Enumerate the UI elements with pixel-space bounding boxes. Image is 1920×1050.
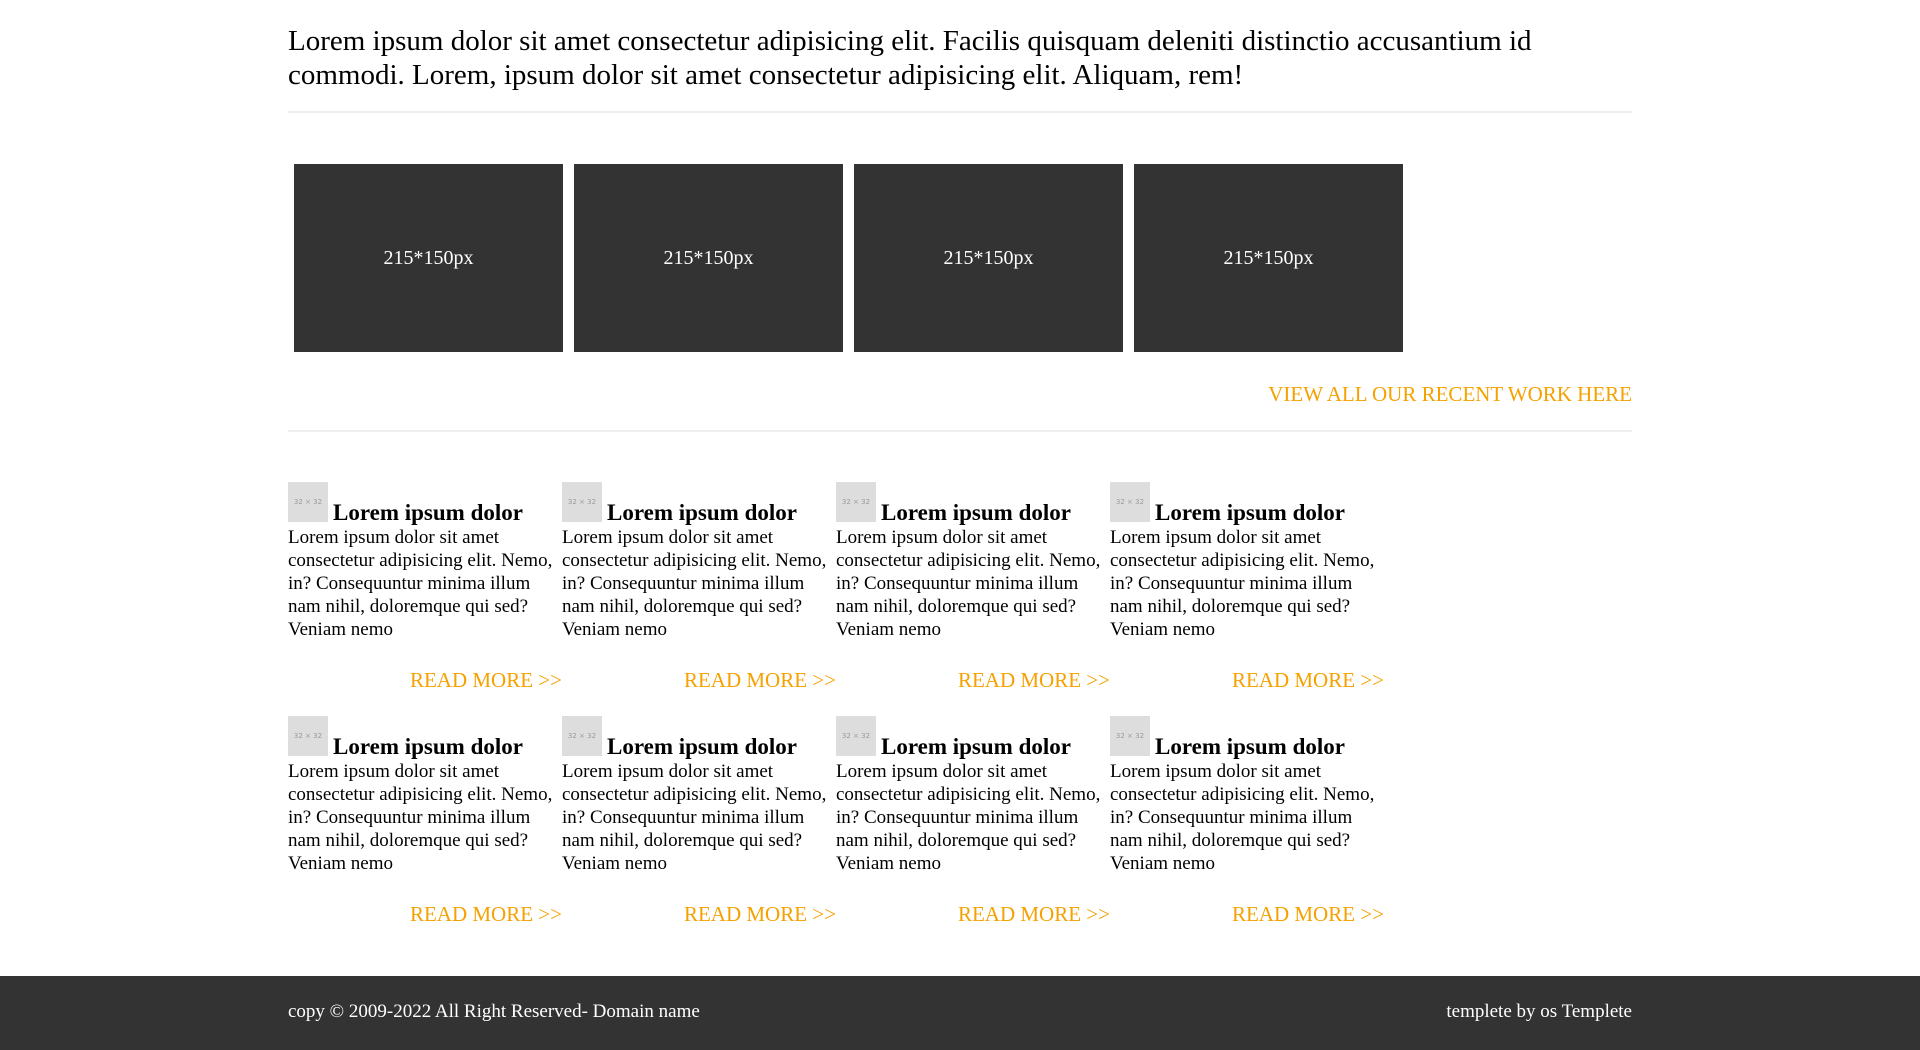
card-header: 32 × 32 Lorem ipsum dolor — [562, 482, 836, 526]
intro-text: Lorem ipsum dolor sit amet consectetur a… — [288, 25, 1532, 91]
card-text: Lorem ipsum dolor sit amet consectetur a… — [288, 527, 553, 640]
footer-copyright: copy © 2009-2022 All Right Reserved- Dom… — [288, 1001, 700, 1022]
card-title: Lorem ipsum dolor — [1155, 734, 1345, 759]
card-text: Lorem ipsum dolor sit amet consectetur a… — [562, 761, 827, 874]
placeholder-image-icon: 32 × 32 — [1110, 716, 1150, 756]
card-title: Lorem ipsum dolor — [881, 734, 1071, 759]
card-text: Lorem ipsum dolor sit amet consectetur a… — [288, 761, 553, 874]
feature-card: 32 × 32 Lorem ipsum dolor Lorem ipsum do… — [288, 482, 562, 716]
read-more-link[interactable]: READ MORE >> — [683, 902, 836, 926]
card-header: 32 × 32 Lorem ipsum dolor — [836, 716, 1110, 760]
card-text: Lorem ipsum dolor sit amet consectetur a… — [1110, 761, 1375, 874]
divider-middle — [288, 430, 1632, 432]
read-more-link[interactable]: READ MORE >> — [1231, 902, 1384, 926]
card-header: 32 × 32 Lorem ipsum dolor — [562, 716, 836, 760]
read-more-link[interactable]: READ MORE >> — [1231, 668, 1384, 692]
card-header: 32 × 32 Lorem ipsum dolor — [1110, 482, 1384, 526]
feature-card: 32 × 32 Lorem ipsum dolor Lorem ipsum do… — [562, 482, 836, 716]
placeholder-image-icon: 32 × 32 — [836, 716, 876, 756]
feature-card: 32 × 32 Lorem ipsum dolor Lorem ipsum do… — [288, 716, 562, 950]
thumbnail-label: 215*150px — [943, 246, 1034, 269]
card-header: 32 × 32 Lorem ipsum dolor — [1110, 716, 1384, 760]
card-title: Lorem ipsum dolor — [607, 500, 797, 525]
placeholder-image-icon: 32 × 32 — [1110, 482, 1150, 522]
placeholder-image-icon: 32 × 32 — [836, 482, 876, 522]
thumbnail-label: 215*150px — [383, 246, 474, 269]
read-more-link[interactable]: READ MORE >> — [683, 668, 836, 692]
gallery-thumbnail[interactable]: 215*150px — [1134, 164, 1403, 352]
thumbnail-label: 215*150px — [1223, 246, 1314, 269]
card-header: 32 × 32 Lorem ipsum dolor — [288, 716, 562, 760]
card-title: Lorem ipsum dolor — [881, 500, 1071, 525]
gallery-thumbnail[interactable]: 215*150px — [574, 164, 843, 352]
thumbnail-label: 215*150px — [663, 246, 754, 269]
recent-work-gallery: 215*150px 215*150px 215*150px 215*150px — [294, 164, 1403, 352]
card-title: Lorem ipsum dolor — [333, 500, 523, 525]
placeholder-image-icon: 32 × 32 — [562, 482, 602, 522]
card-title: Lorem ipsum dolor — [1155, 500, 1345, 525]
read-more-link[interactable]: READ MORE >> — [957, 902, 1110, 926]
read-more-link[interactable]: READ MORE >> — [409, 668, 562, 692]
card-header: 32 × 32 Lorem ipsum dolor — [836, 482, 1110, 526]
feature-card: 32 × 32 Lorem ipsum dolor Lorem ipsum do… — [836, 482, 1110, 716]
placeholder-image-icon: 32 × 32 — [562, 716, 602, 756]
placeholder-image-icon: 32 × 32 — [288, 716, 328, 756]
card-title: Lorem ipsum dolor — [333, 734, 523, 759]
view-all-recent-work-link[interactable]: VIEW ALL OUR RECENT WORK HERE — [1268, 382, 1632, 406]
card-text: Lorem ipsum dolor sit amet consectetur a… — [562, 527, 827, 640]
card-text: Lorem ipsum dolor sit amet consectetur a… — [1110, 527, 1375, 640]
read-more-link[interactable]: READ MORE >> — [409, 902, 562, 926]
card-text: Lorem ipsum dolor sit amet consectetur a… — [836, 761, 1101, 874]
feature-cards-grid: 32 × 32 Lorem ipsum dolor Lorem ipsum do… — [288, 482, 1384, 950]
placeholder-image-icon: 32 × 32 — [288, 482, 328, 522]
card-text: Lorem ipsum dolor sit amet consectetur a… — [836, 527, 1101, 640]
feature-card: 32 × 32 Lorem ipsum dolor Lorem ipsum do… — [836, 716, 1110, 950]
feature-card: 32 × 32 Lorem ipsum dolor Lorem ipsum do… — [1110, 482, 1384, 716]
gallery-thumbnail[interactable]: 215*150px — [294, 164, 563, 352]
card-title: Lorem ipsum dolor — [607, 734, 797, 759]
feature-card: 32 × 32 Lorem ipsum dolor Lorem ipsum do… — [562, 716, 836, 950]
footer-credit: templete by os Templete — [1446, 1001, 1632, 1022]
read-more-link[interactable]: READ MORE >> — [957, 668, 1110, 692]
footer: copy © 2009-2022 All Right Reserved- Dom… — [0, 976, 1920, 1050]
feature-card: 32 × 32 Lorem ipsum dolor Lorem ipsum do… — [1110, 716, 1384, 950]
divider-top — [288, 111, 1632, 113]
card-header: 32 × 32 Lorem ipsum dolor — [288, 482, 562, 526]
gallery-thumbnail[interactable]: 215*150px — [854, 164, 1123, 352]
